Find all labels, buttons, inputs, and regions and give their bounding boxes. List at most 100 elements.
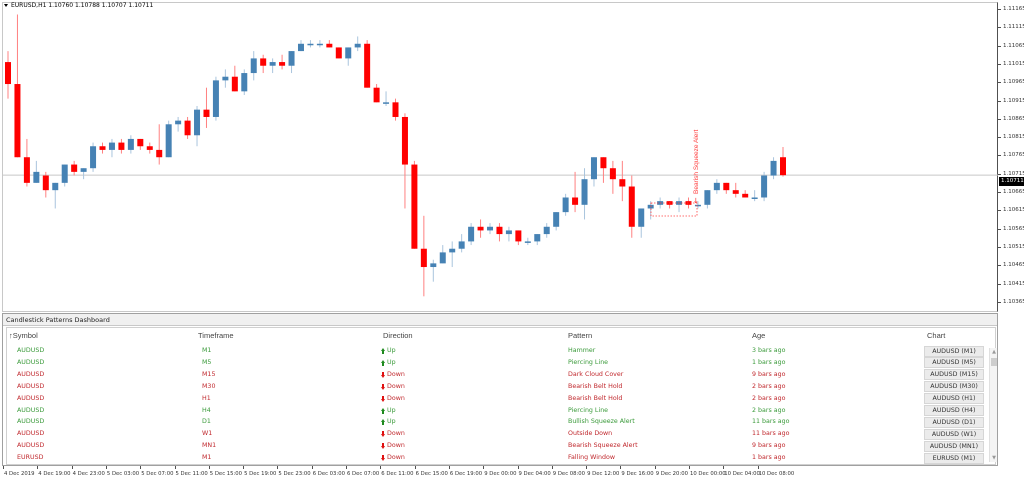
open-chart-button[interactable]: AUDUSD (D1) [924, 416, 984, 428]
bearish-candle [184, 116, 191, 139]
bearish-candle [71, 160, 78, 176]
scroll-down-arrow-icon[interactable]: ▼ [992, 455, 996, 461]
bullish-candle [505, 226, 512, 242]
table-row[interactable]: AUDUSD M30 Down Bearish Belt Hold 2 bars ago [7, 381, 927, 393]
bearish-candle [515, 230, 522, 246]
bearish-candle [392, 98, 399, 121]
direction-text: Up [387, 358, 396, 366]
vertical-scrollbar[interactable]: ▲ ▼ [989, 348, 997, 462]
table-row[interactable]: AUDUSD W1 Down Outside Down 11 bars ago [7, 428, 927, 440]
cell-timeframe: H1 [202, 394, 211, 402]
open-chart-button[interactable]: AUDUSD (W1) [924, 428, 984, 440]
cell-symbol: AUDUSD [17, 370, 45, 378]
price-axis-label: 1.11165 [1003, 6, 1024, 12]
time-axis-label: 5 Dec 07:00 [141, 471, 174, 477]
price-axis-tick [998, 63, 1001, 65]
dropdown-triangle-icon[interactable] [4, 4, 8, 7]
table-row[interactable]: AUDUSD H1 Down Bearish Belt Hold 2 bars ago [7, 393, 927, 405]
cell-pattern: Falling Window [568, 454, 615, 462]
table-row[interactable]: AUDUSD H4 Up Piercing Line 2 bars ago [7, 405, 927, 417]
price-axis-label: 1.11115 [1003, 24, 1024, 31]
open-chart-button[interactable]: EURUSD (M1) [924, 452, 984, 464]
squeeze-range-box [650, 202, 698, 217]
bullish-candle [269, 58, 276, 74]
time-axis-label: 5 Dec 19:00 [244, 471, 277, 477]
column-header-direction[interactable]: Direction [383, 331, 413, 340]
open-chart-button[interactable]: AUDUSD (M5) [924, 357, 984, 369]
bearish-candle [326, 40, 333, 48]
open-chart-button[interactable]: AUDUSD (M1) [924, 345, 984, 357]
open-chart-button[interactable]: AUDUSD (H1) [924, 393, 984, 405]
bearish-candle [496, 223, 503, 242]
scroll-thumb[interactable] [991, 358, 997, 366]
cell-timeframe: D1 [202, 418, 211, 426]
cell-direction: Down [381, 383, 405, 390]
direction-text: Down [387, 370, 405, 378]
time-axis-tick [37, 466, 39, 469]
price-axis-label: 1.10465 [1003, 262, 1024, 269]
bearish-candle [619, 160, 626, 202]
bearish-candle [411, 160, 418, 249]
direction-text: Up [387, 347, 396, 354]
table-row[interactable]: AUDUSD MN1 Down Bearish Squeeze Alert 9 bars… [7, 440, 927, 452]
table-row[interactable]: AUDUSD M1 Up Hammer 3 bars ago [7, 345, 927, 357]
column-header-age[interactable]: Age [752, 331, 766, 340]
column-header-symbol[interactable]: ↑Symbol [9, 331, 38, 340]
price-axis-label: 1.10915 [1003, 97, 1024, 104]
table-row[interactable]: AUDUSD D1 Up Bullish Squeeze Alert 11 bars a… [7, 416, 927, 428]
cell-direction: Up [381, 418, 396, 426]
direction-text: Up [387, 418, 396, 426]
time-axis-tick [654, 466, 656, 469]
price-chart[interactable]: ↓ Bearish Squeeze Alert EURUSD,H1 1.10760… [0, 0, 1024, 313]
time-axis-label: 5 Dec 23:00 [278, 471, 311, 477]
time-axis-label: 6 Dec 03:00 [312, 471, 345, 477]
bearish-candle [279, 54, 286, 70]
price-axis-label: 1.10715 [1003, 170, 1024, 177]
table-row[interactable]: AUDUSD M5 Up Piercing Line 1 bars ago [7, 357, 927, 369]
table-row[interactable]: AUDUSD M15 Down Dark Cloud Cover 9 bars ago [7, 369, 927, 381]
time-axis-tick [414, 466, 416, 469]
direction-text: Down [387, 382, 405, 390]
bearish-candle [742, 190, 749, 198]
price-axis-label: 1.10965 [1003, 79, 1024, 86]
cell-timeframe: MN1 [202, 442, 217, 450]
open-chart-button[interactable]: AUDUSD (H4) [924, 405, 984, 416]
time-axis-tick [757, 466, 759, 469]
table-row[interactable]: EURUSD M1 Down Falling Window 1 bars ago [7, 452, 927, 464]
column-header-timeframe[interactable]: Timeframe [198, 331, 234, 340]
time-axis-tick [620, 466, 622, 469]
price-axis-label: 1.10615 [1003, 207, 1024, 214]
bullish-candle [175, 116, 182, 132]
time-axis-label: 5 Dec 15:00 [209, 471, 243, 477]
bearish-candle [373, 84, 380, 103]
time-axis-tick [105, 466, 107, 469]
time-axis-tick [3, 466, 4, 469]
cell-direction: Down [381, 430, 405, 438]
column-header-pattern[interactable]: Pattern [568, 331, 593, 340]
open-chart-button[interactable]: AUDUSD (MN1) [924, 440, 984, 452]
bearish-candle [364, 40, 371, 88]
price-axis-tick [998, 9, 1001, 10]
bullish-candle [439, 245, 446, 264]
cell-symbol: AUDUSD [17, 358, 45, 366]
price-axis-label: 1.10415 [1003, 280, 1024, 287]
time-axis-label: 10 Dec 00:00 [690, 471, 726, 477]
bullish-candle [449, 241, 456, 268]
sort-arrow-icon: ↑ [9, 331, 13, 340]
time-axis-tick [208, 466, 210, 469]
open-chart-button[interactable]: AUDUSD (M15) [924, 369, 984, 381]
down-arrow-icon [381, 455, 385, 462]
bearish-candle [780, 146, 786, 177]
scroll-up-arrow-icon[interactable]: ▲ [992, 349, 996, 355]
price-axis-label: 1.11065 [1003, 42, 1024, 49]
price-axis-tick [998, 45, 1001, 47]
bullish-candle [212, 76, 219, 121]
bullish-candle [90, 142, 97, 172]
column-header-chart[interactable]: Chart [927, 331, 946, 340]
cell-pattern: Bearish Squeeze Alert [568, 442, 638, 450]
cell-pattern: Dark Cloud Cover [568, 370, 624, 378]
price-axis-label: 1.10565 [1003, 225, 1024, 232]
open-chart-button[interactable]: AUDUSD (M30) [924, 381, 984, 393]
direction-text: Down [387, 394, 405, 402]
bullish-candle [383, 91, 390, 106]
